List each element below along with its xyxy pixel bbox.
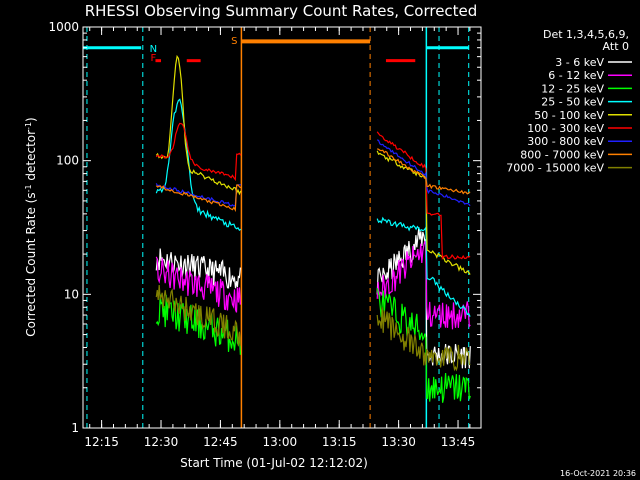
series-line xyxy=(155,98,242,232)
plot-area: NF S 1 10 100 1000 12:15 12:30 12:45 13:00 13:15 13… xyxy=(48,20,482,449)
y-axis-label-part: Corrected Count Rate (s xyxy=(24,192,38,336)
legend-entry-label: 50 - 100 keV xyxy=(534,109,604,122)
series-line xyxy=(155,284,241,346)
series-line xyxy=(376,216,471,317)
series-line xyxy=(376,150,471,275)
legend-header: Att 0 xyxy=(603,40,629,53)
y-axis-label-part: detector xyxy=(24,130,38,185)
chart-title: RHESSI Observing Summary Count Rates, Co… xyxy=(85,2,478,20)
legend-entry-label: 300 - 800 keV xyxy=(527,135,604,148)
legend-header: Det 1,3,4,5,6,9, xyxy=(543,28,629,41)
y-tick-label: 1 xyxy=(71,421,79,435)
x-axis-label: Start Time (01-Jul-02 12:12:02) xyxy=(180,456,368,470)
series-line xyxy=(376,307,471,372)
y-axis-label: Corrected Count Rate (s-1 detector-1) xyxy=(24,117,39,336)
legend-entry-label: 100 - 300 keV xyxy=(527,122,604,135)
x-tick-label: 13:45 xyxy=(441,435,476,449)
x-tick-label: 13:30 xyxy=(381,435,416,449)
series-line xyxy=(376,131,471,261)
flag-label: S xyxy=(231,36,237,47)
series-line xyxy=(376,148,471,195)
legend-entry-label: 3 - 6 keV xyxy=(555,56,604,69)
flag-label: N xyxy=(150,44,157,55)
x-tick-label: 13:15 xyxy=(322,435,357,449)
y-axis-label-part: -1 xyxy=(24,122,33,130)
plot-frame xyxy=(82,26,482,429)
series-line xyxy=(155,184,242,213)
x-tick-label: 12:45 xyxy=(203,435,238,449)
x-tick-label: 12:15 xyxy=(84,435,119,449)
legend-entry-label: 12 - 25 keV xyxy=(541,82,604,95)
timestamp: 16-Oct-2021 20:36 xyxy=(560,469,636,478)
y-axis-label-part: -1 xyxy=(24,184,33,192)
series-line xyxy=(155,54,242,196)
series-line xyxy=(155,248,241,289)
series-line xyxy=(155,122,242,182)
legend-entry-label: 25 - 50 keV xyxy=(541,96,604,109)
legend-entry-label: 6 - 12 keV xyxy=(548,69,604,82)
legend-entry-label: 7000 - 15000 keV xyxy=(506,162,604,175)
legend-entry-label: 800 - 7000 keV xyxy=(520,148,604,161)
flag-label: F xyxy=(150,53,156,64)
y-tick-label: 10 xyxy=(64,287,79,301)
series-line xyxy=(376,288,471,403)
y-axis-label-part: ) xyxy=(24,117,38,122)
series-line xyxy=(155,183,241,207)
x-tick-label: 12:30 xyxy=(144,435,179,449)
y-tick-label: 1000 xyxy=(48,20,79,34)
series-line xyxy=(376,241,471,330)
y-tick-label: 100 xyxy=(56,154,79,168)
series-line xyxy=(155,256,241,313)
series-line xyxy=(376,139,471,207)
x-tick-label: 13:00 xyxy=(263,435,298,449)
